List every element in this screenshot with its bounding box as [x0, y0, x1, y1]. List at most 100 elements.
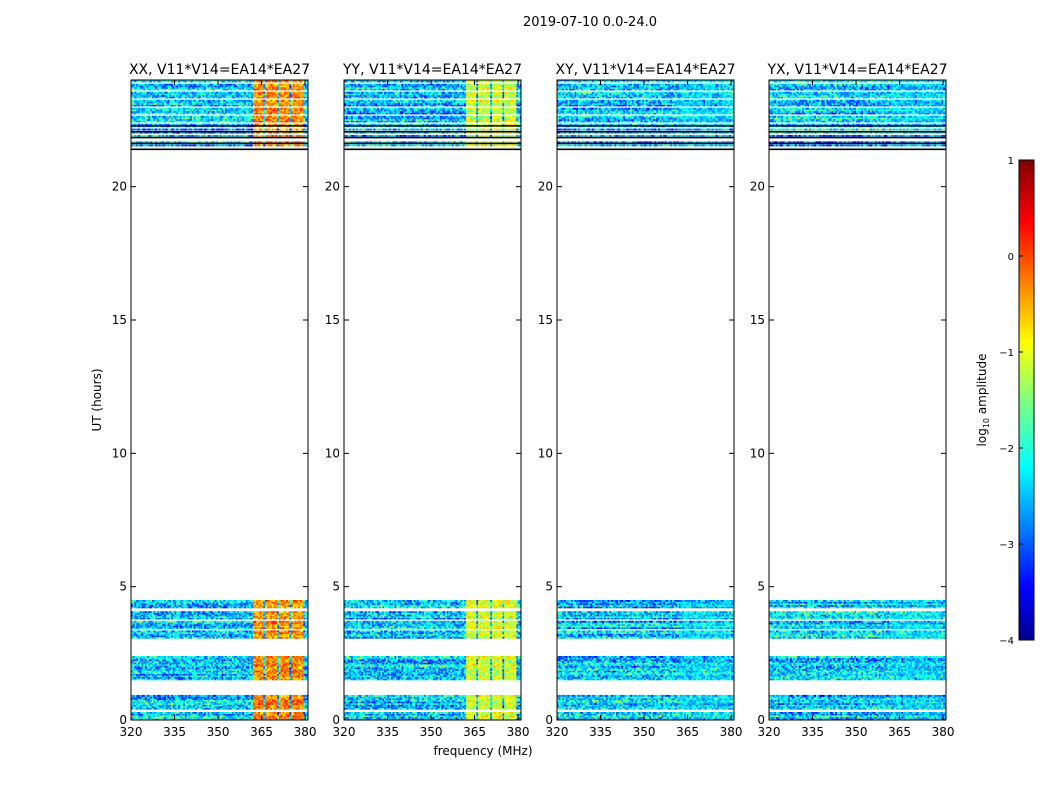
- heatmap-cell: [244, 668, 247, 671]
- heatmap-cell: [131, 670, 134, 673]
- heatmap-cell: [162, 667, 165, 670]
- heatmap-cell: [242, 676, 245, 679]
- heatmap-cell: [162, 670, 165, 673]
- heatmap-cell: [148, 659, 151, 662]
- heatmap-cell: [191, 603, 194, 606]
- heatmap-cell: [261, 675, 264, 678]
- heatmap-cell: [146, 624, 149, 626]
- heatmap-cell: [306, 601, 308, 604]
- heatmap-cell: [266, 667, 269, 670]
- heatmap-cell: [155, 627, 158, 630]
- heatmap-cell: [298, 633, 301, 636]
- heatmap-cell: [247, 664, 250, 666]
- heatmap-cell: [266, 675, 269, 678]
- heatmap-cell: [150, 694, 153, 697]
- heatmap-cell: [169, 662, 172, 665]
- heatmap-cell: [266, 614, 269, 617]
- heatmap-cell: [228, 706, 231, 709]
- heatmap-cell: [237, 622, 240, 625]
- heatmap-cell: [157, 670, 160, 673]
- heatmap-cell: [254, 665, 257, 668]
- heatmap-cell: [266, 668, 269, 671]
- heatmap-cell: [136, 622, 139, 625]
- heatmap-cell: [306, 701, 308, 704]
- heatmap-cell: [204, 667, 207, 670]
- heatmap-cell: [190, 694, 193, 697]
- heatmap-cell: [172, 668, 175, 671]
- heatmap-cell: [193, 673, 196, 676]
- heatmap-cell: [270, 617, 273, 620]
- heatmap-cell: [172, 617, 175, 620]
- heatmap-cell: [193, 636, 196, 639]
- heatmap-cell: [296, 600, 299, 602]
- heatmap-cell: [158, 622, 161, 625]
- heatmap-cell: [278, 699, 282, 702]
- heatmap-cell: [226, 672, 229, 674]
- heatmap-cell: [285, 600, 288, 602]
- heatmap-cell: [171, 603, 174, 606]
- heatmap-cell: [275, 712, 278, 714]
- heatmap-cell: [198, 656, 201, 658]
- heatmap-cell: [280, 636, 283, 639]
- heatmap-cell: [209, 706, 212, 709]
- heatmap-cell: [148, 715, 151, 718]
- heatmap-cell: [301, 678, 304, 681]
- heatmap-cell: [160, 603, 163, 606]
- heatmap-cell: [176, 662, 179, 665]
- heatmap-cell: [181, 698, 184, 701]
- heatmap-cell: [258, 617, 261, 620]
- heatmap-cell: [244, 635, 247, 638]
- heatmap-cell: [157, 702, 160, 705]
- heatmap-cell: [167, 616, 170, 618]
- heatmap-cell: [202, 606, 205, 609]
- heatmap-cell: [266, 673, 269, 676]
- heatmap-cell: [254, 712, 257, 714]
- heatmap-cell: [287, 616, 290, 618]
- heatmap-cell: [301, 672, 304, 674]
- heatmap-cell: [148, 701, 151, 704]
- heatmap-cell: [214, 622, 217, 625]
- heatmap-cell: [263, 600, 266, 602]
- heatmap-cell: [216, 668, 219, 671]
- heatmap-cell: [137, 668, 140, 671]
- heatmap-cell: [209, 696, 212, 699]
- heatmap-cell: [198, 620, 201, 623]
- heatmap-cell: [216, 694, 219, 697]
- heatmap-cell: [230, 627, 233, 630]
- heatmap-cell: [289, 635, 292, 638]
- heatmap-cell: [150, 635, 153, 638]
- heatmap-cell: [240, 675, 243, 678]
- heatmap-cell: [183, 704, 186, 707]
- heatmap-cell: [191, 676, 194, 679]
- heatmap-cell: [301, 630, 304, 633]
- heatmap-cell: [148, 601, 151, 604]
- heatmap-cell: [225, 706, 228, 709]
- heatmap-cell: [218, 620, 221, 623]
- heatmap-cell: [167, 627, 170, 630]
- heatmap-cell: [174, 716, 177, 719]
- heatmap-cell: [179, 707, 182, 710]
- heatmap-cell: [292, 696, 295, 699]
- heatmap-cell: [134, 694, 137, 697]
- heatmap-cell: [132, 603, 135, 606]
- heatmap-cell: [137, 670, 140, 673]
- heatmap-cell: [171, 670, 174, 673]
- heatmap-cell: [282, 625, 285, 628]
- heatmap-cell: [193, 712, 196, 714]
- heatmap-cell: [258, 636, 261, 639]
- heatmap-cell: [207, 606, 210, 609]
- heatmap-cell: [202, 616, 205, 618]
- heatmap-cell: [134, 698, 137, 701]
- heatmap-cell: [169, 606, 172, 609]
- heatmap-cell: [212, 662, 215, 665]
- heatmap-cell: [231, 704, 235, 707]
- heatmap-cell: [240, 636, 243, 639]
- heatmap-cell: [305, 665, 308, 668]
- heatmap-cell: [193, 616, 196, 618]
- heatmap-cell: [134, 701, 137, 704]
- heatmap-cell: [219, 616, 222, 618]
- heatmap-cell: [172, 612, 175, 615]
- heatmap-cell: [245, 712, 248, 714]
- heatmap-cell: [157, 715, 160, 718]
- heatmap-cell: [183, 624, 186, 626]
